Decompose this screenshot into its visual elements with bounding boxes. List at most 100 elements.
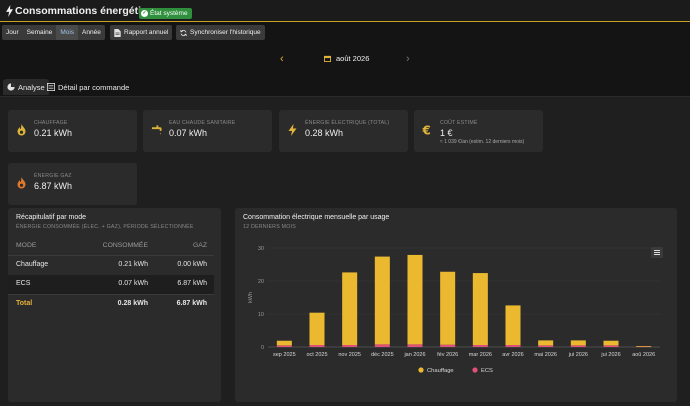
kpi-sub: ≈ 1 039 €/an (estim. 12 derniers mois) [440, 139, 525, 145]
tabs-divider [0, 96, 690, 97]
bar-chauffage [276, 340, 292, 346]
y-tick-label: 0 [261, 345, 264, 351]
bar-chauffage [603, 340, 619, 346]
pie-chart-icon [7, 83, 15, 91]
x-tick-label: avr 2026 [502, 352, 523, 358]
cell-gas: 6.87 kWh [176, 300, 207, 307]
kpi-label: ÉNERGIE GAZ [34, 173, 72, 179]
x-tick-label: nov 2025 [338, 352, 361, 358]
recap-subtitle: ÉNERGIE CONSOMMÉE (ÉLEC. + GAZ), PÉRIODE… [16, 224, 194, 230]
x-tick-label: jan 2026 [403, 352, 425, 358]
y-axis-label: kWh [248, 292, 254, 303]
y-tick-label: 20 [258, 279, 264, 285]
bar-ecs [472, 345, 488, 347]
tab-analyse-label: Analyse [18, 82, 45, 92]
x-tick-label: oct 2025 [306, 352, 327, 358]
period-day-button[interactable]: Jour [6, 29, 19, 36]
recap-title: Récapitulatif par mode [16, 214, 87, 221]
x-tick-label: sep 2025 [273, 352, 296, 358]
x-tick-label: aoû 2026 [632, 352, 655, 358]
monthly-usage-chart: 0 10 20 30 kWh sep 2025 oct 2025 nov 2025 déc 20… [248, 246, 660, 374]
bar-chauffage [407, 254, 423, 345]
check-circle-icon: ✓ [141, 10, 148, 17]
document-icon [114, 28, 121, 37]
col-gaz: GAZ [193, 242, 207, 249]
annual-report-label: Rapport annuel [124, 29, 169, 36]
bar-ecs [505, 345, 521, 347]
bar-ecs [538, 345, 554, 347]
bar-chauffage [374, 256, 390, 345]
kpi-value: 0.21 kWh [34, 128, 73, 138]
chevron-left-icon[interactable]: ‹ [280, 53, 284, 65]
kpi-label: COÛT ESTIMÉ [440, 120, 478, 126]
table-header: MODE CONSOMMÉE GAZ [8, 237, 214, 256]
bar-chauffage [636, 346, 652, 347]
legend-label: ECS [481, 368, 493, 374]
period-week-button[interactable]: Semaine [26, 29, 53, 36]
recap-panel [8, 208, 221, 402]
app-header: Consommations énergétiques ✓ État systèm… [0, 0, 690, 22]
status-badge-label: État système [150, 10, 188, 17]
x-tick-label: fév 2026 [437, 352, 458, 358]
bar-ecs [440, 344, 456, 347]
kpi-value: 0.07 kWh [169, 128, 208, 138]
kpi-ecs: EAU CHAUDE SANITAIRE 0.07 kWh [143, 110, 272, 152]
legend-label: Chauffage [427, 368, 454, 374]
cell-gas: 6.87 kWh [177, 280, 207, 287]
bar-ecs [342, 345, 358, 347]
x-tick-label: déc 2025 [371, 352, 394, 358]
sync-history-button[interactable]: Synchroniser l'historique [176, 25, 265, 40]
y-tick-label: 10 [258, 312, 264, 318]
bar-ecs [407, 344, 423, 347]
sync-history-label: Synchroniser l'historique [190, 29, 261, 36]
recap-table: MODE CONSOMMÉE GAZ Chauffage 0.21 kWh 0.… [8, 237, 214, 313]
kpi-value: 1 € [440, 128, 453, 138]
kpi-value: 6.87 kWh [34, 181, 73, 191]
hamburger-menu-icon[interactable] [651, 247, 663, 258]
tab-detail-commande[interactable]: Détail par commande [47, 79, 129, 95]
period-month-button[interactable]: Mois [56, 25, 79, 40]
list-icon [47, 83, 55, 91]
kpi-cout: € COÛT ESTIMÉ 1 € ≈ 1 039 €/an (estim. 1… [414, 110, 543, 152]
table-row: ECS 0.07 kWh 6.87 kWh [8, 275, 214, 294]
page-title: Consommations énergétiques [15, 5, 166, 17]
cell-consumed: 0.21 kWh [118, 261, 148, 268]
col-mode: MODE [16, 242, 37, 249]
cell-consumed: 0.07 kWh [118, 280, 148, 287]
chart-panel [235, 208, 677, 402]
flame-icon [17, 124, 26, 136]
kpi-label: EAU CHAUDE SANITAIRE [169, 120, 236, 126]
annual-report-button[interactable]: Rapport annuel [110, 25, 173, 40]
kpi-chauffage: CHAUFFAGE 0.21 kWh [8, 110, 137, 152]
sync-icon [180, 29, 187, 36]
status-badge[interactable]: ✓ État système [139, 8, 192, 19]
euro-icon: € [422, 124, 431, 136]
kpi-gaz: ÉNERGIE GAZ 6.87 kWh [8, 163, 137, 205]
period-year-button[interactable]: Année [82, 29, 101, 36]
bar-chauffage [570, 340, 586, 346]
cell-mode: Total [16, 300, 33, 307]
bar-chauffage [505, 305, 521, 346]
kpi-value: 0.28 kWh [305, 128, 344, 138]
period-selector: Jour Semaine Mois Année [2, 25, 105, 40]
calendar-icon [324, 55, 331, 62]
bar-ecs [276, 345, 292, 347]
bolt-icon [6, 5, 13, 17]
chart-title: Consommation électrique mensuelle par us… [243, 214, 390, 221]
tab-analyse[interactable]: Analyse [3, 79, 49, 95]
bar-chauffage [440, 271, 456, 345]
gas-flame-icon [17, 177, 26, 189]
cell-consumed: 0.28 kWh [117, 300, 148, 307]
x-tick-label: mar 2026 [469, 352, 492, 358]
cell-mode: ECS [16, 280, 31, 287]
bolt-icon [288, 124, 297, 136]
tap-icon [151, 125, 162, 135]
col-consommee: CONSOMMÉE [102, 242, 148, 249]
chevron-right-icon[interactable]: › [406, 53, 410, 65]
current-month-label: août 2026 [336, 54, 370, 63]
cell-gas: 0.00 kWh [177, 261, 207, 268]
table-row: Chauffage 0.21 kWh 0.00 kWh [8, 256, 214, 275]
kpi-label: ÉNERGIE ÉLECTRIQUE (TOTAL) [305, 120, 390, 126]
legend-swatch [472, 367, 478, 373]
svg-text:€: € [422, 124, 431, 136]
